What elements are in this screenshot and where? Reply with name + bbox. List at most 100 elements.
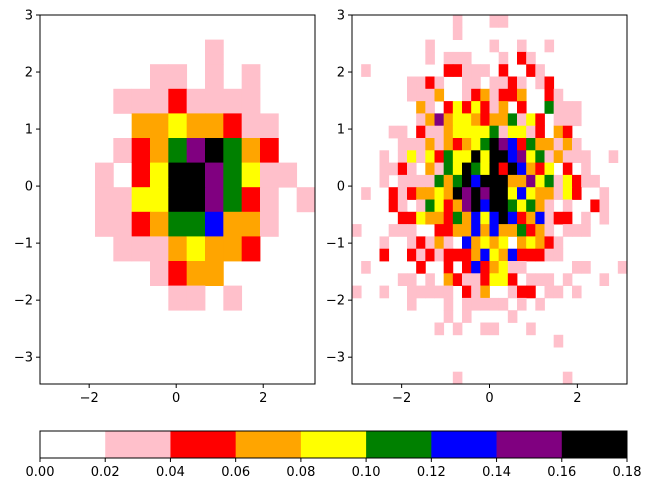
histogram-cell bbox=[416, 199, 426, 213]
histogram-cell bbox=[507, 88, 518, 102]
histogram-cell bbox=[535, 76, 545, 90]
histogram-cell bbox=[535, 138, 545, 151]
y-tick-label: 1 bbox=[25, 123, 33, 138]
histogram-cell bbox=[452, 224, 463, 237]
histogram-cell bbox=[150, 187, 169, 213]
histogram-cell bbox=[526, 211, 536, 225]
colorbar-tick-label: 0.02 bbox=[91, 465, 120, 480]
histogram-cell bbox=[186, 113, 206, 139]
histogram-cell bbox=[452, 150, 463, 163]
histogram-cell bbox=[462, 150, 472, 163]
histogram-cell bbox=[186, 261, 206, 286]
histogram-cell bbox=[241, 88, 261, 114]
histogram-cell bbox=[443, 273, 454, 286]
histogram-cell bbox=[150, 138, 169, 163]
histogram-cell bbox=[507, 138, 518, 151]
histogram-cell bbox=[462, 273, 472, 286]
histogram-cell bbox=[443, 125, 454, 139]
histogram-cell bbox=[480, 224, 490, 237]
axes-frame bbox=[39, 14, 316, 385]
y-tick-label: −2 bbox=[326, 294, 345, 309]
histogram-cell bbox=[562, 162, 573, 176]
histogram-cell bbox=[562, 224, 573, 237]
histogram-cell bbox=[507, 248, 518, 262]
histogram-cell bbox=[186, 236, 206, 262]
histogram-cell bbox=[241, 113, 261, 139]
histogram-cell bbox=[205, 236, 224, 262]
histogram-cell bbox=[562, 199, 573, 213]
y-tick-label: 3 bbox=[337, 9, 345, 24]
histogram-cell bbox=[526, 199, 536, 213]
colorbar-tick-label: 0.06 bbox=[221, 465, 250, 480]
histogram-cell bbox=[562, 174, 573, 188]
histogram-cell bbox=[480, 150, 490, 163]
histogram-cell bbox=[425, 236, 435, 250]
histogram-cell bbox=[544, 248, 555, 262]
histogram-cell bbox=[462, 174, 472, 188]
x-tick-label: 2 bbox=[259, 391, 267, 406]
histogram-cell bbox=[562, 138, 573, 151]
histogram-cell bbox=[462, 261, 472, 274]
histogram-cell bbox=[205, 138, 224, 163]
colorbar-segment-green bbox=[366, 431, 432, 458]
histogram-cell bbox=[535, 236, 545, 250]
histogram-cell bbox=[572, 138, 582, 151]
histogram-cell bbox=[507, 224, 518, 237]
histogram-cell bbox=[186, 285, 206, 311]
histogram-cell bbox=[553, 138, 564, 151]
histogram-cell bbox=[498, 76, 509, 90]
histogram-cell bbox=[553, 174, 564, 188]
histogram-cell bbox=[544, 224, 555, 237]
histogram-cell bbox=[480, 101, 490, 114]
histogram-cell bbox=[544, 285, 555, 299]
histogram-cell bbox=[95, 187, 114, 213]
histogram-cell bbox=[544, 101, 555, 114]
histogram-cell bbox=[544, 273, 555, 286]
colorbar-segment-yellow bbox=[300, 431, 367, 458]
histogram-cell bbox=[562, 125, 573, 139]
histogram-cell bbox=[443, 310, 454, 323]
histogram-cell bbox=[397, 174, 408, 188]
histogram-cell bbox=[489, 101, 500, 114]
histogram-cell bbox=[480, 285, 490, 299]
histogram-cell bbox=[260, 187, 279, 213]
histogram-cell bbox=[462, 101, 472, 114]
histogram-cell bbox=[553, 101, 564, 114]
colorbar-tick-label: 0.12 bbox=[417, 465, 446, 480]
histogram-cell bbox=[572, 261, 582, 274]
histogram-cell bbox=[489, 273, 500, 286]
histogram-cell bbox=[553, 334, 564, 348]
histogram-cell bbox=[462, 224, 472, 237]
histogram-cell bbox=[361, 64, 371, 77]
histogram-cell bbox=[572, 150, 582, 163]
left-histogram-axes: −2 0 2 −3 −2 −1 0 1 2 3 bbox=[14, 9, 316, 406]
histogram-cell bbox=[562, 187, 573, 200]
histogram-cell bbox=[388, 224, 399, 237]
x-tick-label: 0 bbox=[485, 391, 493, 406]
colorbar-segment-orange bbox=[235, 431, 302, 458]
histogram-cell bbox=[507, 174, 518, 188]
histogram-cell bbox=[434, 88, 445, 102]
histogram-cell bbox=[489, 211, 500, 225]
histogram-cell bbox=[443, 113, 454, 127]
histogram-cell bbox=[452, 101, 463, 114]
histogram-cell bbox=[131, 236, 151, 262]
histogram-cell bbox=[498, 187, 509, 200]
histogram-cell bbox=[462, 138, 472, 151]
histogram-cell bbox=[572, 187, 582, 200]
histogram-cell bbox=[526, 64, 536, 77]
histogram-cell bbox=[168, 211, 188, 237]
colorbar-segment-black bbox=[561, 431, 628, 458]
histogram-cell bbox=[544, 76, 555, 90]
histogram-cell bbox=[581, 162, 591, 176]
colorbar-tick-label: 0.16 bbox=[547, 465, 576, 480]
histogram-cell bbox=[489, 236, 500, 250]
histogram-cell bbox=[416, 174, 426, 188]
histogram-cell bbox=[223, 113, 243, 139]
histogram-cell bbox=[507, 211, 518, 225]
histogram-cell bbox=[452, 51, 463, 65]
histogram-cell bbox=[498, 174, 509, 188]
histogram-cell bbox=[526, 236, 536, 250]
y-tick-label: 3 bbox=[25, 9, 33, 24]
